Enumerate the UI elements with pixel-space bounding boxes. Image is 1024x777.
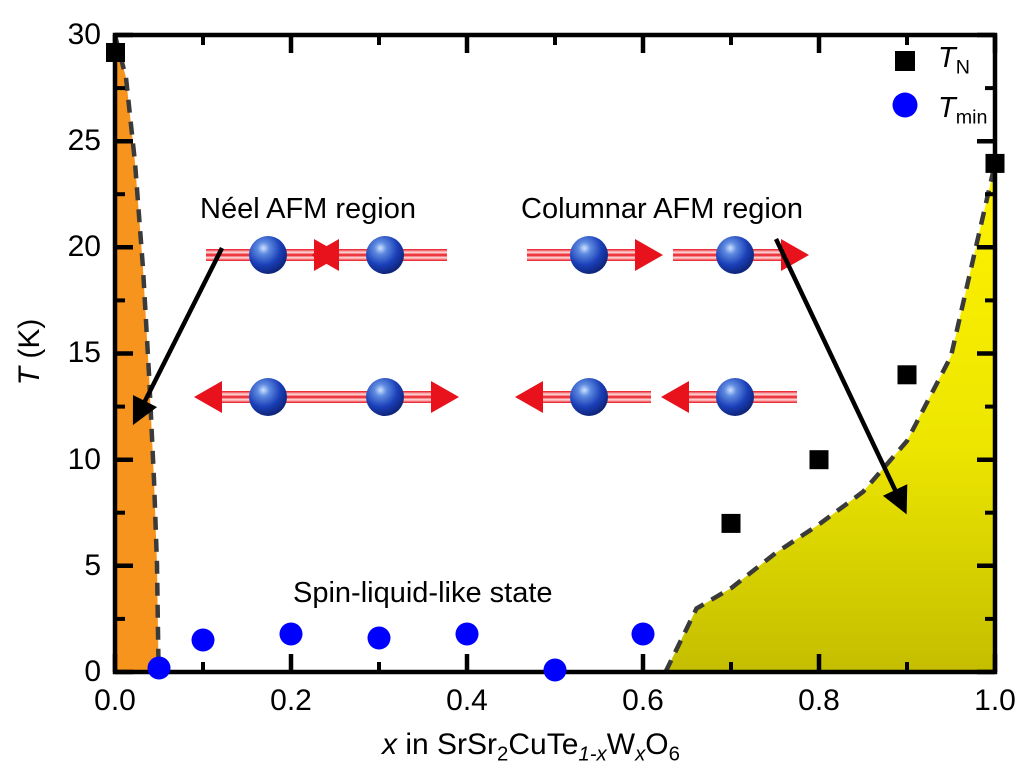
columnar-phase-boundary <box>663 163 998 673</box>
neel-region-fill <box>115 35 159 673</box>
y-tick-label: 5 <box>84 549 101 582</box>
y-tick-label: 10 <box>67 443 101 476</box>
formula-sr-sub: 2 <box>497 743 509 766</box>
data-point <box>897 365 917 385</box>
spin-arrow-right <box>323 378 459 416</box>
y-axis-title-symbol: T <box>13 367 46 386</box>
data-point <box>191 628 215 652</box>
legend-square-marker <box>895 51 915 71</box>
neel-region-label: Néel AFM region <box>200 193 416 225</box>
data-point <box>367 626 391 650</box>
series-tn-markers <box>106 43 1005 533</box>
axis-ticks <box>112 32 998 675</box>
x-tick-label: 0.4 <box>446 684 488 717</box>
data-point <box>543 658 567 682</box>
data-point <box>809 450 829 470</box>
data-point <box>455 622 479 646</box>
formula-w-sub: x <box>635 743 646 766</box>
spin-lattice-columnar <box>515 236 809 416</box>
legend-tn-symbol: T <box>938 42 956 74</box>
spin-liquid-label: Spin-liquid-like state <box>293 577 553 609</box>
data-point <box>721 513 741 533</box>
y-tick-label: 15 <box>67 336 101 369</box>
spin-lattice-neel <box>194 236 459 416</box>
y-tick-label: 30 <box>67 18 101 51</box>
x-axis-title-in: in Sr <box>397 728 468 761</box>
x-tick-label: 0.6 <box>622 684 664 717</box>
legend-item-tn: TN <box>938 42 970 79</box>
legend-item-tmin: Tmin <box>938 92 987 129</box>
y-tick-label: 0 <box>84 655 101 688</box>
x-axis-title: x in SrSr2CuTe1-xWxO6 <box>382 728 680 767</box>
y-tick-label: 25 <box>67 124 101 157</box>
spin-arrow-left <box>661 378 797 416</box>
x-tick-label: 1.0 <box>974 684 1016 717</box>
data-point <box>985 153 1005 173</box>
data-point <box>147 656 171 680</box>
formula-o-sub: 6 <box>668 743 680 766</box>
formula-sr: Sr <box>467 728 498 761</box>
neel-annotation-arrow <box>132 246 225 426</box>
legend-tn-subscript: N <box>955 56 970 79</box>
legend-tmin-symbol: T <box>938 92 956 124</box>
formula-w: W <box>606 728 636 761</box>
spin-arrow-right <box>527 236 663 274</box>
x-tick-label: 0.2 <box>270 684 312 717</box>
formula-o: O <box>645 728 669 761</box>
y-axis-title-unit: (K) <box>13 318 46 367</box>
data-point <box>106 43 125 62</box>
x-tick-label: 0.8 <box>798 684 840 717</box>
y-axis-title: T (K) <box>13 292 47 412</box>
data-point <box>279 622 303 646</box>
formula-cu: Cu <box>508 728 547 761</box>
legend-circle-marker <box>892 92 918 118</box>
columnar-annotation-arrow <box>773 238 908 515</box>
spin-arrow-left <box>515 378 651 416</box>
legend-tmin-subscript: min <box>955 106 988 129</box>
columnar-region-label: Columnar AFM region <box>521 193 804 225</box>
columnar-region-fill <box>665 163 995 672</box>
legend-markers <box>892 51 918 118</box>
formula-te: Te <box>546 728 579 761</box>
spin-arrow-left <box>311 236 447 274</box>
spin-arrow-left <box>194 378 330 416</box>
data-point <box>631 622 655 646</box>
series-tmin-markers <box>147 622 655 682</box>
neel-phase-boundary <box>112 34 161 673</box>
formula-te-sub: 1-x <box>578 743 607 766</box>
y-tick-label: 20 <box>67 230 101 263</box>
x-tick-label: 0.0 <box>94 684 136 717</box>
x-axis-title-variable: x <box>382 728 397 761</box>
